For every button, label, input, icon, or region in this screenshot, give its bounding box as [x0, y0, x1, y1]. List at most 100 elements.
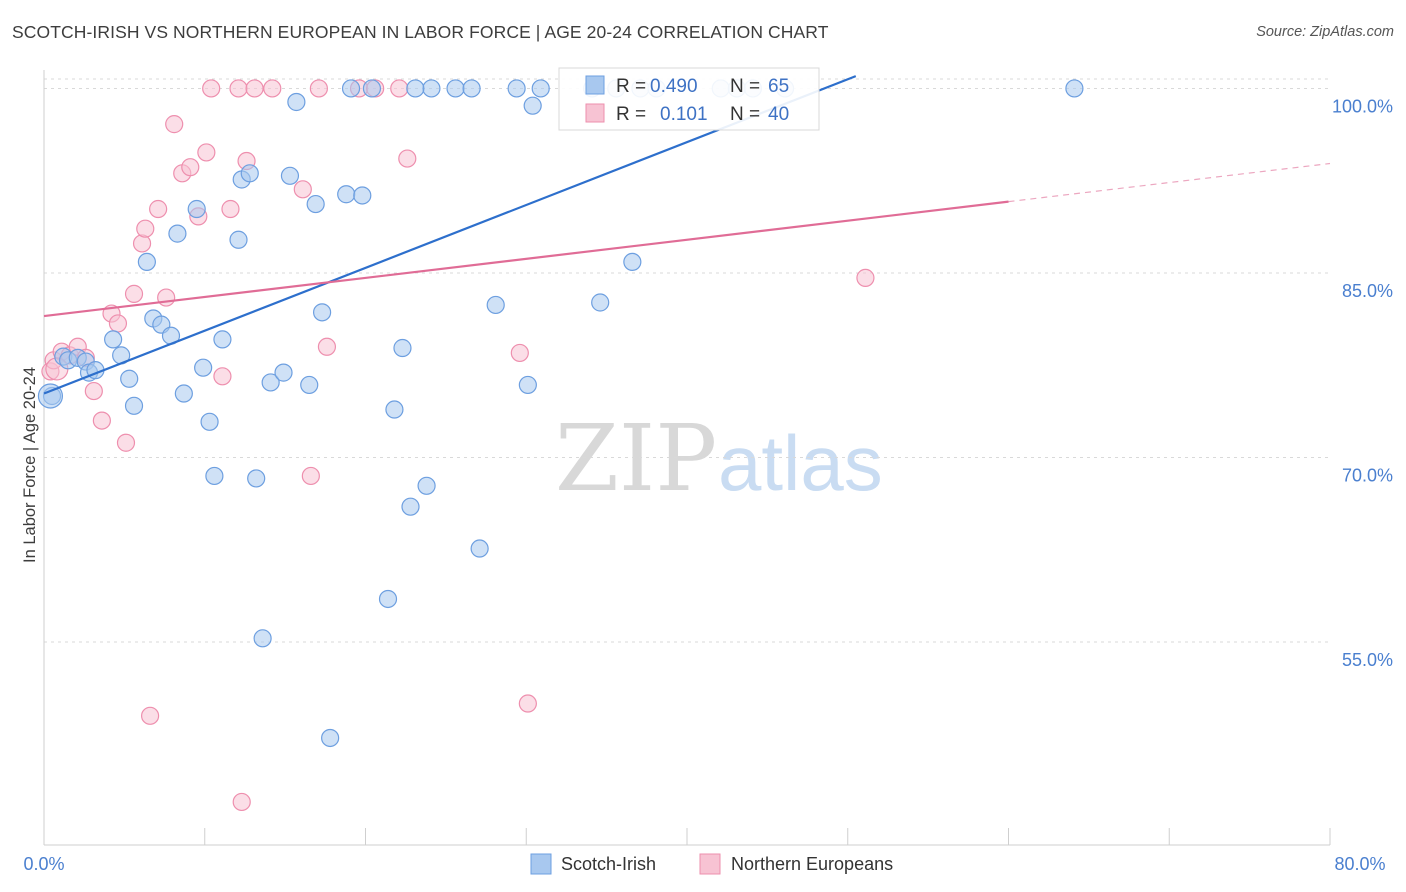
y-tick-label: 85.0% — [1342, 281, 1393, 301]
point-scotch-irish — [406, 79, 425, 98]
gridlines — [44, 78, 1330, 643]
point-northern-europeans — [221, 199, 240, 219]
point-scotch-irish — [393, 338, 412, 358]
point-scotch-irish — [470, 539, 489, 558]
point-scotch-irish — [200, 412, 219, 431]
point-scotch-irish — [321, 728, 340, 748]
point-northern-europeans — [301, 466, 320, 486]
point-scotch-irish — [261, 373, 280, 392]
watermark-atlas: atlas — [718, 419, 883, 507]
point-northern-europeans — [309, 79, 328, 98]
point-northern-europeans — [202, 79, 221, 98]
trendline-northern-europeans — [43, 200, 1009, 318]
point-scotch-irish — [417, 476, 436, 495]
point-scotch-irish — [462, 79, 481, 98]
point-scotch-irish — [274, 363, 293, 382]
point-northern-europeans — [390, 79, 409, 98]
point-northern-europeans — [92, 411, 111, 430]
point-northern-europeans — [132, 234, 152, 253]
point-scotch-irish — [378, 589, 398, 609]
point-scotch-irish — [341, 79, 361, 98]
point-scotch-irish — [385, 400, 404, 419]
legend-r-value-1: 0.490 — [650, 76, 698, 97]
point-northern-europeans — [213, 367, 232, 386]
point-northern-europeans — [136, 219, 155, 238]
y-tick-label: 70.0% — [1342, 466, 1393, 486]
point-northern-europeans — [108, 314, 128, 333]
series-legend: Scotch-Irish Northern Europeans — [530, 853, 893, 875]
point-northern-europeans — [232, 792, 251, 812]
point-scotch-irish — [306, 194, 325, 214]
point-scotch-irish — [124, 396, 144, 415]
point-scotch-irish — [401, 497, 420, 516]
legend-swatch-scotch-irish — [585, 75, 605, 95]
bottom-legend-swatch-scotch-irish — [530, 853, 552, 875]
y-axis-title: In Labor Force | Age 20-24 — [21, 367, 39, 563]
point-northern-europeans — [263, 79, 282, 98]
trendline-northern-europeans-extension — [1008, 162, 1331, 203]
point-scotch-irish — [137, 252, 156, 272]
point-northern-europeans — [518, 694, 537, 713]
y-tick-label: 55.0% — [1342, 650, 1393, 670]
point-northern-europeans — [245, 79, 264, 98]
legend-n-label-2: N = — [730, 104, 760, 125]
point-scotch-irish — [280, 166, 300, 185]
point-scotch-irish — [523, 96, 542, 115]
point-scotch-irish — [591, 293, 610, 312]
watermark-zip: ZIP — [555, 405, 717, 512]
point-scotch-irish — [623, 252, 642, 272]
point-scotch-irish-large — [37, 383, 64, 409]
watermark: ZIP atlas — [555, 405, 883, 512]
bottom-legend-swatch-northern-europeans — [699, 853, 721, 875]
point-scotch-irish — [337, 185, 356, 204]
point-scotch-irish — [531, 79, 550, 98]
point-scotch-irish — [205, 466, 224, 486]
point-scotch-irish — [104, 330, 123, 349]
point-scotch-irish — [187, 199, 206, 219]
point-northern-europeans — [165, 115, 184, 134]
legend-r-label-2: R = — [616, 104, 646, 125]
point-northern-europeans — [140, 706, 160, 725]
point-scotch-irish — [229, 230, 248, 249]
point-scotch-irish — [507, 79, 526, 98]
point-scotch-irish — [422, 79, 441, 98]
point-scotch-irish — [518, 375, 537, 395]
stats-legend: R = 0.490 N = 65 R = 0.101 N = 40 — [558, 67, 820, 131]
point-scotch-irish — [312, 303, 332, 322]
legend-swatch-northern-europeans — [585, 103, 605, 123]
point-northern-europeans — [229, 79, 248, 98]
point-northern-europeans — [149, 199, 168, 219]
point-scotch-irish — [240, 164, 259, 183]
y-tick-labels: 55.0% 70.0% 85.0% 100.0% — [1332, 96, 1393, 670]
legend-n-label-1: N = — [730, 76, 760, 97]
point-scotch-irish — [168, 224, 187, 243]
point-northern-europeans — [856, 268, 875, 287]
point-scotch-irish — [1065, 79, 1084, 98]
x-tick-label-max: 80.0% — [1334, 854, 1385, 874]
point-northern-europeans — [116, 433, 136, 452]
point-scotch-irish — [353, 186, 372, 205]
point-northern-europeans — [510, 343, 529, 363]
point-scotch-irish — [486, 295, 505, 315]
point-northern-europeans — [398, 149, 417, 168]
bottom-legend-label-northern-europeans: Northern Europeans — [731, 854, 893, 874]
legend-n-value-1: 65 — [768, 76, 789, 97]
point-scotch-irish — [247, 469, 266, 488]
y-tick-label: 100.0% — [1332, 96, 1393, 116]
point-scotch-irish — [174, 384, 193, 403]
point-scotch-irish — [300, 375, 319, 395]
point-northern-europeans — [317, 337, 337, 356]
point-scotch-irish — [253, 629, 272, 648]
point-scotch-irish — [362, 79, 382, 98]
point-northern-europeans — [157, 288, 176, 307]
source-label: Source: ZipAtlas.com — [1256, 24, 1394, 40]
legend-n-value-2: 40 — [768, 104, 789, 125]
point-northern-europeans — [84, 381, 103, 401]
x-tick-marks — [204, 828, 1331, 845]
legend-r-value-2: 0.101 — [660, 104, 708, 125]
point-northern-europeans — [124, 284, 144, 303]
legend-r-label-1: R = — [616, 76, 646, 97]
x-tick-label-min: 0.0% — [23, 854, 64, 874]
point-northern-europeans — [181, 158, 200, 177]
